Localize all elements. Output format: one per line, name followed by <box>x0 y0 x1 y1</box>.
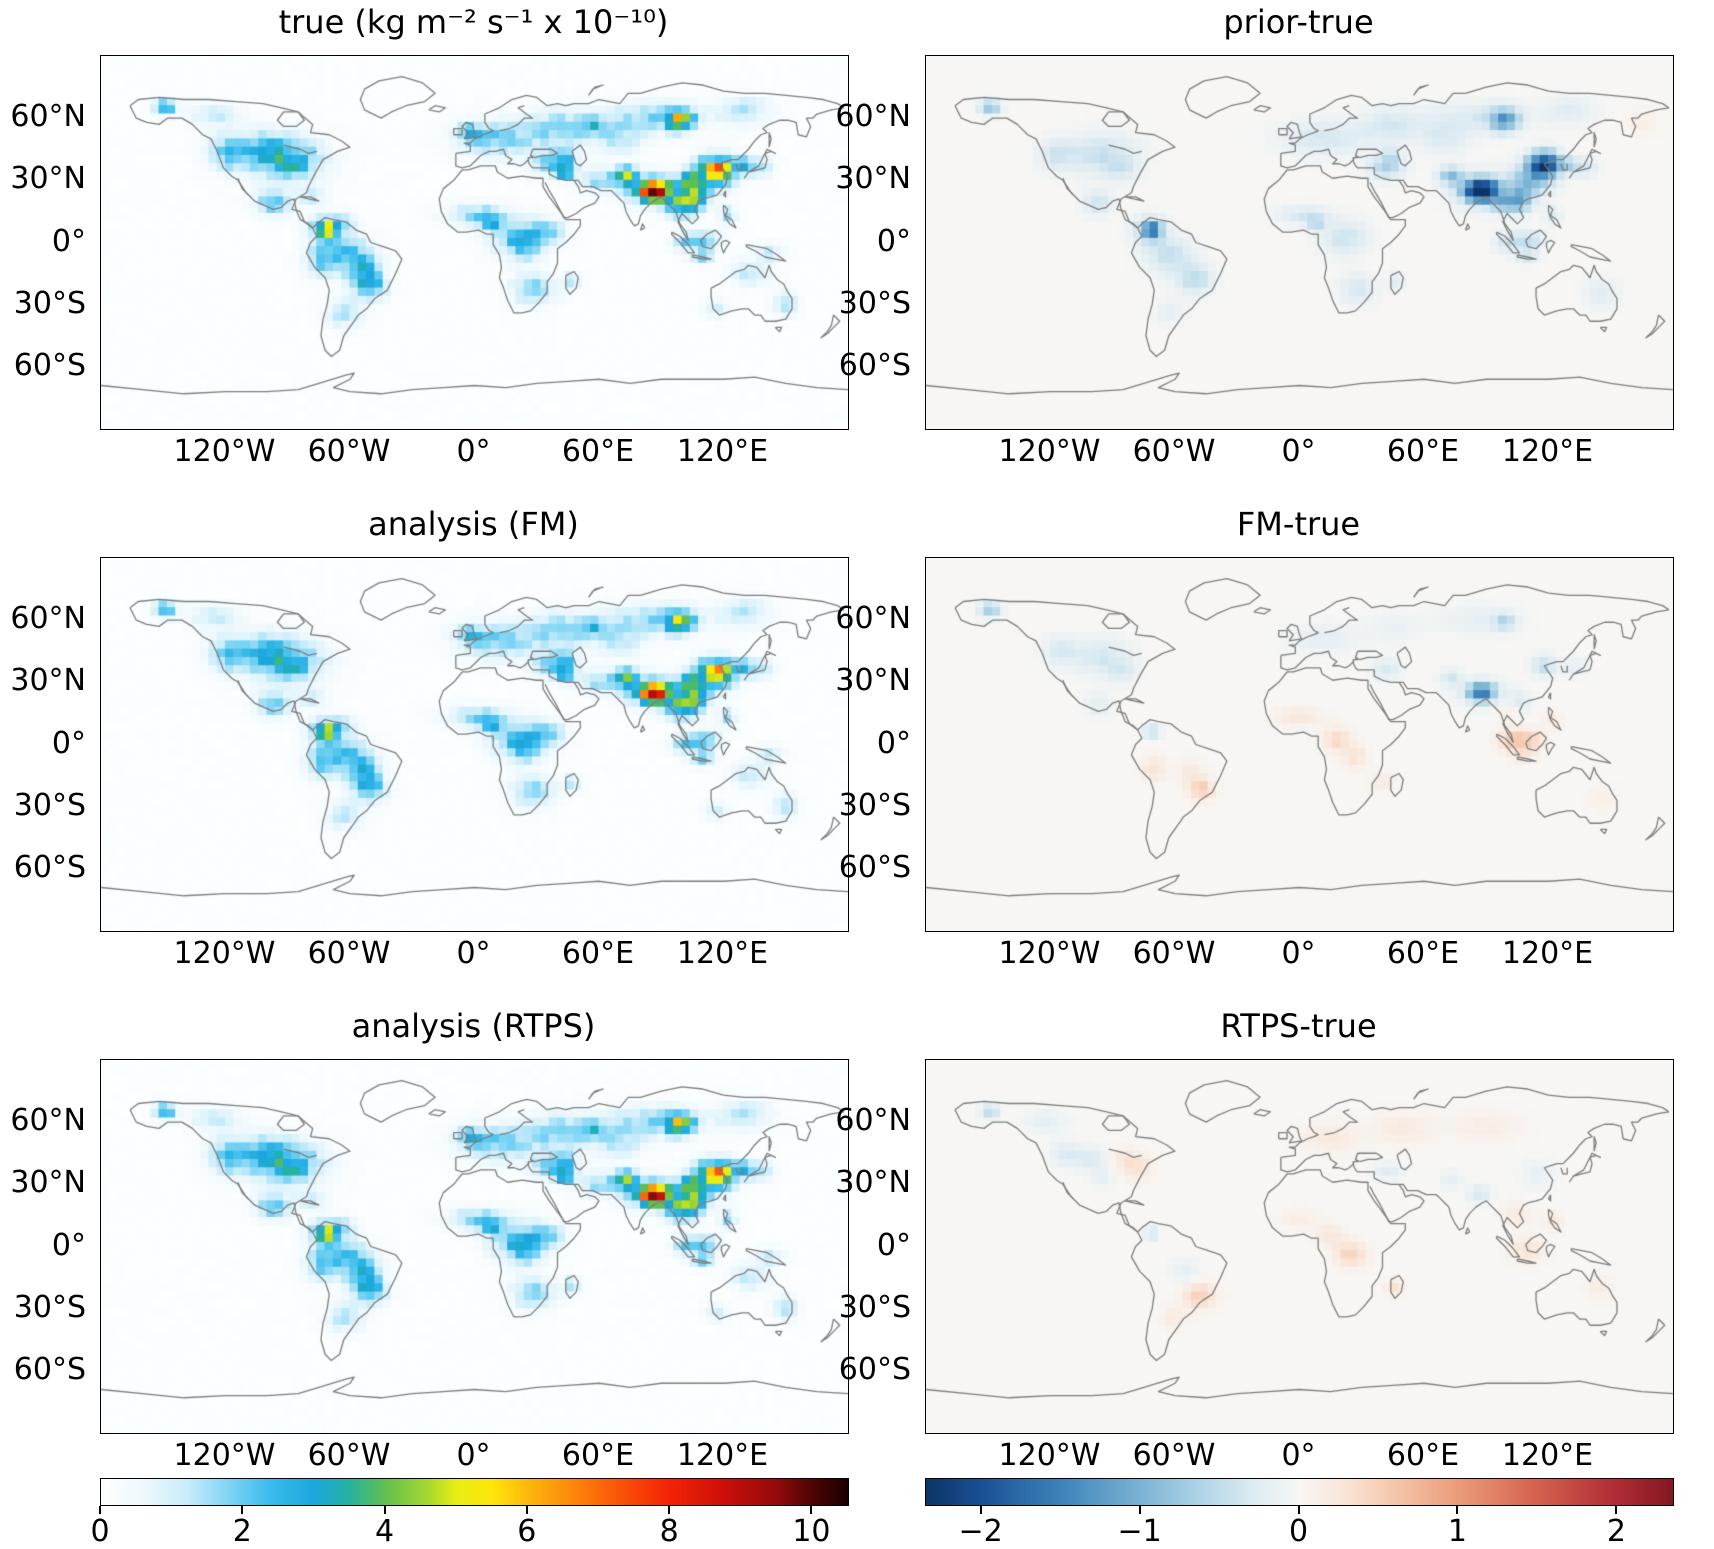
x-tick-label: 0° <box>456 936 491 971</box>
x-tick-label: 120°W <box>173 936 276 971</box>
y-tick-label: 60°N <box>10 1103 86 1139</box>
y-tick-label: 30°N <box>835 663 911 699</box>
map-canvas-analysis-fm <box>100 557 849 932</box>
y-tick-label: 60°N <box>10 601 86 637</box>
colorbar-tickmark <box>1456 1506 1459 1514</box>
colorbar-tick-label: 2 <box>1606 1514 1626 1549</box>
colorbar-tick-label: 0 <box>90 1514 110 1549</box>
colorbar-tickmark <box>1297 1506 1300 1514</box>
y-tick-label: 60°S <box>838 347 911 383</box>
colorbar-tickmark <box>979 1506 982 1514</box>
x-tick-label: 0° <box>1281 434 1316 469</box>
y-tick-label: 30°S <box>13 787 86 823</box>
x-tick-label: 60°E <box>561 936 635 971</box>
x-tick-label: 120°E <box>1501 434 1594 469</box>
x-tick-label: 0° <box>456 1438 491 1473</box>
y-tick-label: 0° <box>51 1227 86 1263</box>
panel-title-true: true (kg m⁻² s⁻¹ x 10⁻¹⁰) <box>278 3 669 41</box>
x-tick-label: 0° <box>1281 936 1316 971</box>
panel-title-rtps-true: RTPS-true <box>1220 1007 1377 1045</box>
y-tick-label: 60°S <box>838 1351 911 1387</box>
colorbar-tickmark <box>668 1506 671 1514</box>
colorbar-tickmark <box>810 1506 813 1514</box>
colorbar-tick-label: 2 <box>232 1514 252 1549</box>
x-tick-label: 60°W <box>1132 434 1216 469</box>
colorbar-emission <box>100 1478 849 1506</box>
panel-title-prior-true: prior-true <box>1223 3 1374 41</box>
x-tick-label: 120°W <box>173 1438 276 1473</box>
x-tick-label: 120°W <box>173 434 276 469</box>
y-tick-label: 30°N <box>835 161 911 197</box>
y-tick-label: 30°S <box>838 1289 911 1325</box>
x-tick-label: 120°W <box>998 936 1101 971</box>
x-tick-label: 60°E <box>561 1438 635 1473</box>
y-tick-label: 30°S <box>838 285 911 321</box>
x-tick-label: 60°W <box>1132 936 1216 971</box>
y-tick-label: 30°N <box>10 663 86 699</box>
y-tick-label: 30°S <box>838 787 911 823</box>
colorbar-tickmark <box>241 1506 244 1514</box>
y-tick-label: 0° <box>51 725 86 761</box>
x-tick-label: 60°W <box>307 434 391 469</box>
map-canvas-fm-true <box>925 557 1674 932</box>
y-tick-label: 30°S <box>13 1289 86 1325</box>
x-tick-label: 60°E <box>1386 1438 1460 1473</box>
panel-title-analysis-fm: analysis (FM) <box>368 505 579 543</box>
x-tick-label: 120°W <box>998 1438 1101 1473</box>
y-tick-label: 60°N <box>835 99 911 135</box>
colorbar-tick-label: 6 <box>517 1514 537 1549</box>
colorbar-tick-label: 0 <box>1288 1514 1309 1549</box>
colorbar-difference <box>925 1478 1674 1506</box>
y-tick-label: 60°N <box>835 601 911 637</box>
x-tick-label: 120°E <box>676 936 769 971</box>
x-tick-label: 60°W <box>1132 1438 1216 1473</box>
y-tick-label: 30°S <box>13 285 86 321</box>
y-tick-label: 30°N <box>10 1165 86 1201</box>
panel-title-fm-true: FM-true <box>1236 505 1361 543</box>
x-tick-label: 60°W <box>307 1438 391 1473</box>
colorbar-tick-label: −1 <box>1117 1514 1162 1549</box>
panel-title-analysis-rtps: analysis (RTPS) <box>351 1007 596 1045</box>
y-tick-label: 0° <box>876 223 911 259</box>
x-tick-label: 120°W <box>998 434 1101 469</box>
x-tick-label: 120°E <box>1501 1438 1594 1473</box>
y-tick-label: 30°N <box>835 1165 911 1201</box>
x-tick-label: 120°E <box>676 1438 769 1473</box>
map-canvas-rtps-true <box>925 1059 1674 1434</box>
colorbar-tickmark <box>1138 1506 1141 1514</box>
y-tick-label: 0° <box>876 1227 911 1263</box>
y-tick-label: 60°S <box>13 1351 86 1387</box>
colorbar-tickmark <box>1615 1506 1618 1514</box>
colorbar-tickmark <box>525 1506 528 1514</box>
colorbar-tick-label: 4 <box>375 1514 395 1549</box>
x-tick-label: 0° <box>456 434 491 469</box>
x-tick-label: 0° <box>1281 1438 1316 1473</box>
x-tick-label: 120°E <box>1501 936 1594 971</box>
y-tick-label: 60°S <box>838 849 911 885</box>
colorbar-tickmark <box>99 1506 101 1514</box>
map-canvas-prior-true <box>925 55 1674 430</box>
y-tick-label: 0° <box>876 725 911 761</box>
colorbar-tick-label: 1 <box>1447 1514 1467 1549</box>
y-tick-label: 60°S <box>13 347 86 383</box>
x-tick-label: 60°E <box>1386 936 1460 971</box>
x-tick-label: 120°E <box>676 434 769 469</box>
y-tick-label: 60°N <box>10 99 86 135</box>
colorbar-tickmark <box>383 1506 386 1514</box>
y-tick-label: 60°S <box>13 849 86 885</box>
x-tick-label: 60°E <box>561 434 635 469</box>
colorbar-tick-label: −2 <box>958 1514 1003 1549</box>
y-tick-label: 30°N <box>10 161 86 197</box>
x-tick-label: 60°E <box>1386 434 1460 469</box>
colorbar-tick-label: 8 <box>659 1514 679 1549</box>
x-tick-label: 60°W <box>307 936 391 971</box>
colorbar-tick-label: 10 <box>792 1514 831 1549</box>
y-tick-label: 60°N <box>835 1103 911 1139</box>
y-tick-label: 0° <box>51 223 86 259</box>
map-canvas-analysis-rtps <box>100 1059 849 1434</box>
map-canvas-true <box>100 55 849 430</box>
